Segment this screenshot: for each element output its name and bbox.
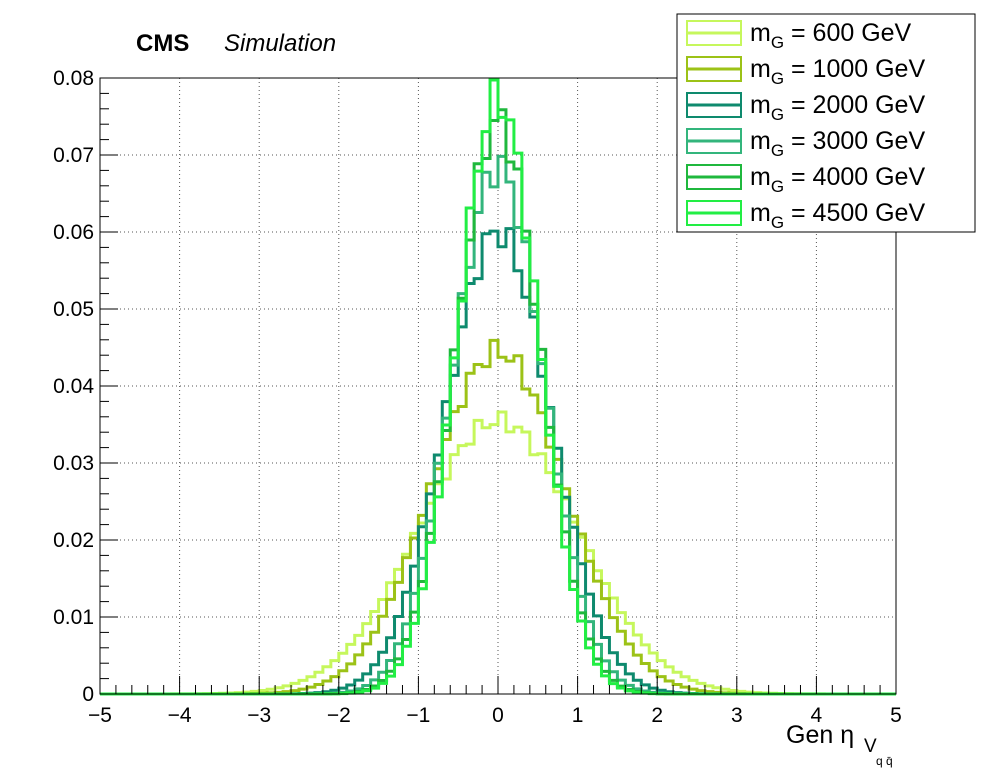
x-tick-label: −3 [247, 704, 271, 727]
x-tick-label: 5 [890, 704, 902, 727]
legend-entry-4: mG = 4000 GeV [686, 163, 925, 196]
legend-entry-5: mG = 4500 GeV [686, 199, 925, 232]
x-tick-label: 2 [651, 704, 663, 727]
cms-label: CMS [136, 30, 189, 57]
x-tick-label: 1 [572, 704, 584, 727]
legend-label: mG = 4000 GeV [750, 163, 925, 196]
y-tick-label: 0.02 [53, 529, 94, 552]
y-tick-label: 0.01 [53, 606, 94, 629]
x-tick-label: 4 [811, 704, 823, 727]
simulation-label: Simulation [224, 30, 336, 57]
y-tick-label: 0.07 [53, 144, 94, 167]
x-axis-title: Gen η V q q̄ [786, 721, 893, 768]
legend-label: mG = 4500 GeV [750, 199, 925, 232]
legend-label: mG = 1000 GeV [750, 55, 925, 88]
y-tick-label: 0.06 [53, 221, 94, 244]
axes: −5 −4 −3 −2 −1 0 1 2 3 4 5 0 0.01 0.02 0.03 0.04 0.05 0.0… [53, 67, 902, 727]
legend-label: mG = 3000 GeV [750, 127, 925, 160]
x-tick-label: −5 [88, 704, 112, 727]
y-tick-label: 0.04 [53, 375, 94, 398]
y-tick-label: 0 [82, 683, 94, 706]
legend-entry-2: mG = 2000 GeV [686, 91, 925, 124]
x-axis-title-subsub: q q̄ [876, 754, 893, 768]
y-tick-label: 0.05 [53, 298, 94, 321]
y-tick-label: 0.08 [53, 67, 94, 90]
x-axis-title-sub: V [864, 736, 877, 757]
legend-label: mG = 2000 GeV [750, 91, 925, 124]
x-tick-label: −4 [168, 704, 192, 727]
legend-entry-1: mG = 1000 GeV [686, 55, 925, 88]
legend-entry-3: mG = 3000 GeV [686, 127, 925, 160]
x-tick-label: −1 [406, 704, 430, 727]
x-axis-title-main: Gen η [786, 721, 854, 749]
grid [100, 78, 896, 694]
x-tick-label: −2 [327, 704, 351, 727]
x-tick-label: 3 [731, 704, 743, 727]
legend-label: mG = 600 GeV [750, 19, 912, 52]
y-tick-label: 0.03 [53, 452, 94, 475]
x-tick-label: 0 [492, 704, 504, 727]
legend-box [676, 13, 976, 233]
legend-entry-0: mG = 600 GeV [686, 19, 912, 52]
